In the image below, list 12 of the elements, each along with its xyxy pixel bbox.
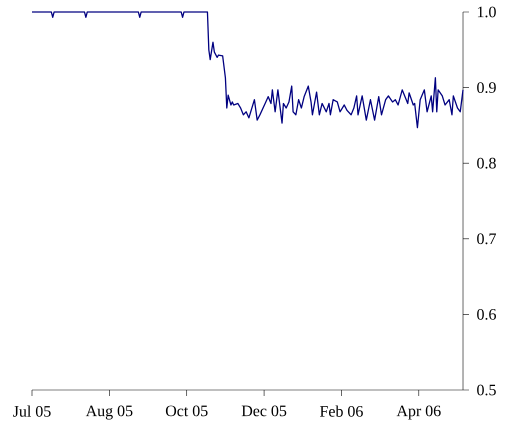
x-tick-label: Feb 06 (320, 406, 363, 417)
y-tick-label: 0.6 (477, 308, 496, 320)
y-tick-label: 0.5 (477, 384, 496, 396)
y-tick-label: 1.0 (478, 6, 496, 18)
y-tick-label: 0.8 (477, 158, 496, 169)
x-tick-label: Aug 05 (86, 406, 132, 420)
y-tick-label: 0.7 (477, 233, 496, 244)
x-tick-label: Jul 05 (13, 406, 51, 417)
x-tick-label: Oct 05 (166, 406, 208, 416)
x-tick-label: Dec 05 (242, 406, 286, 416)
y-tick-label: 0.9 (477, 82, 496, 94)
x-tick-label: Apr 06 (396, 406, 441, 420)
